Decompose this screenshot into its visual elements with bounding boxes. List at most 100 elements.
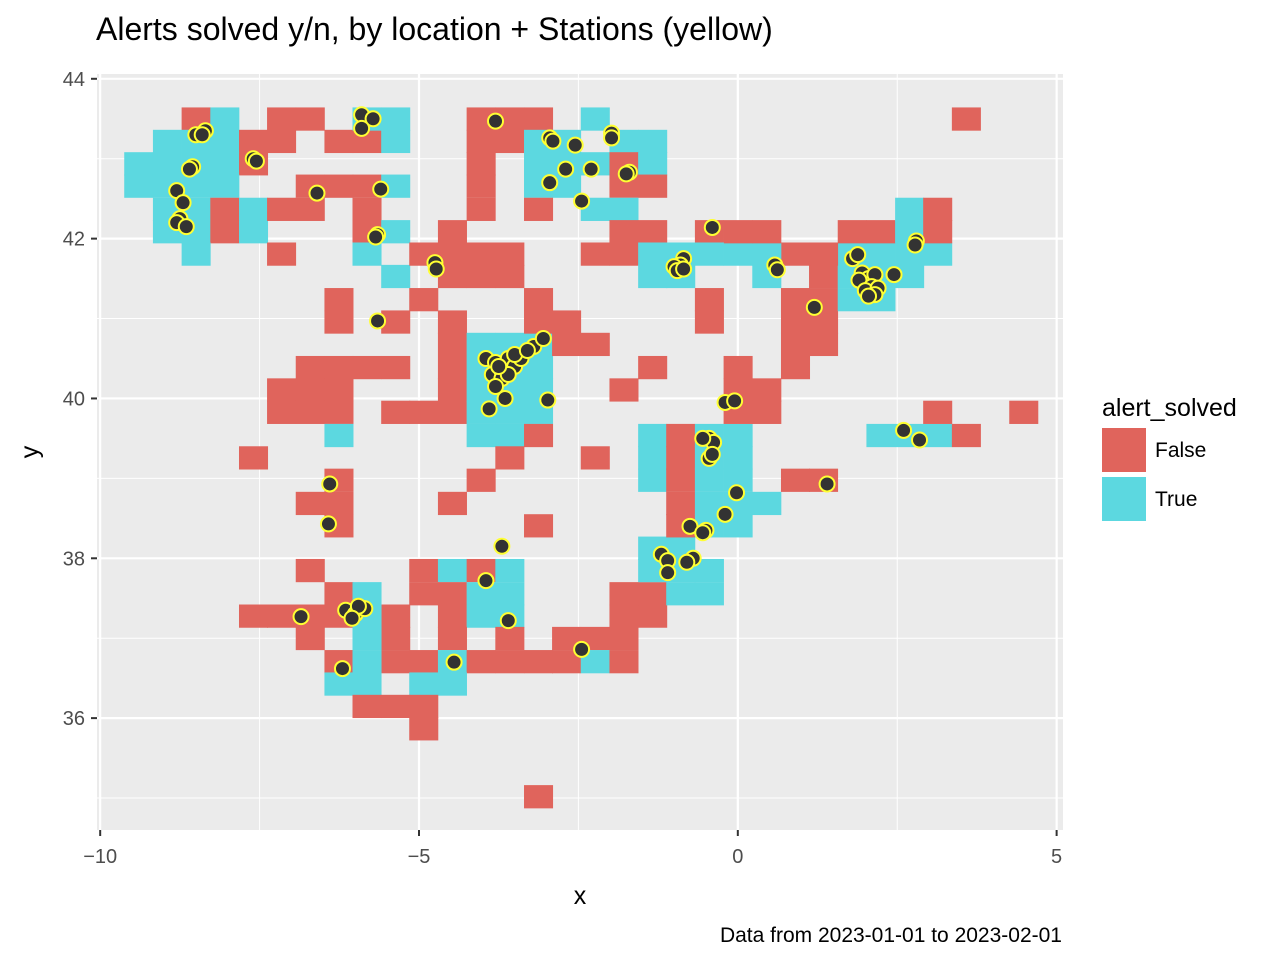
tile-solved bbox=[181, 174, 211, 198]
tile-solved bbox=[524, 355, 554, 380]
tile-unsolved bbox=[524, 310, 554, 334]
tile-unsolved bbox=[295, 400, 325, 424]
y-tick-label: 38 bbox=[63, 548, 85, 570]
tile-unsolved bbox=[495, 242, 525, 266]
tile-unsolved bbox=[638, 604, 668, 628]
station-point bbox=[716, 505, 734, 523]
tile-solved bbox=[324, 423, 354, 448]
tile-unsolved bbox=[609, 378, 639, 402]
tile-unsolved bbox=[324, 310, 354, 334]
tile-solved bbox=[352, 626, 382, 651]
tile-solved bbox=[437, 558, 467, 583]
tile-unsolved bbox=[381, 694, 411, 719]
tile-unsolved bbox=[666, 468, 696, 492]
tile-solved bbox=[638, 423, 668, 448]
tile-unsolved bbox=[780, 310, 811, 334]
tile-unsolved bbox=[552, 626, 582, 651]
tile-solved bbox=[238, 197, 269, 221]
station-point bbox=[573, 640, 591, 658]
x-axis: −10 −5 0 5 bbox=[83, 830, 1062, 868]
tile-unsolved bbox=[324, 378, 354, 402]
tile-solved bbox=[437, 672, 467, 696]
tile-unsolved bbox=[809, 310, 839, 334]
tile-unsolved bbox=[295, 197, 325, 221]
tile-unsolved bbox=[866, 220, 896, 244]
tile-unsolved bbox=[381, 355, 411, 380]
tile-unsolved bbox=[466, 242, 496, 266]
station-point bbox=[333, 660, 351, 678]
station-point bbox=[659, 564, 677, 582]
tile-unsolved bbox=[324, 491, 354, 516]
tile-unsolved bbox=[609, 650, 639, 674]
tile-unsolved bbox=[295, 558, 325, 583]
tile-unsolved bbox=[437, 582, 467, 606]
station-point bbox=[557, 160, 575, 178]
tile-solved bbox=[866, 423, 896, 448]
station-point bbox=[427, 260, 445, 278]
tile-solved bbox=[638, 264, 668, 289]
tile-unsolved bbox=[210, 220, 240, 244]
chart-title: Alerts solved y/n, by location + Station… bbox=[96, 11, 773, 47]
station-point bbox=[321, 475, 339, 493]
x-tick-label: 0 bbox=[732, 846, 743, 868]
station-point bbox=[487, 377, 505, 395]
tile-solved bbox=[524, 152, 554, 176]
station-point bbox=[174, 194, 192, 212]
tile-solved bbox=[694, 491, 724, 516]
tile-unsolved bbox=[609, 626, 639, 651]
station-point bbox=[369, 312, 387, 330]
station-point bbox=[895, 421, 913, 439]
tile-unsolved bbox=[780, 468, 811, 492]
tile-unsolved bbox=[524, 107, 554, 131]
tile-unsolved bbox=[923, 220, 953, 244]
x-tick-label: 5 bbox=[1051, 846, 1062, 868]
tile-unsolved bbox=[267, 604, 297, 628]
tile-unsolved bbox=[437, 310, 467, 334]
tile-solved bbox=[152, 129, 182, 154]
tile-solved bbox=[638, 468, 668, 492]
tile-unsolved bbox=[437, 355, 467, 380]
tile-solved bbox=[210, 107, 240, 131]
tile-unsolved bbox=[324, 582, 354, 606]
tile-unsolved bbox=[437, 400, 467, 424]
y-axis-title: y bbox=[16, 445, 44, 458]
station-point bbox=[805, 298, 823, 316]
station-point bbox=[885, 266, 903, 284]
station-point bbox=[728, 484, 746, 502]
tile-unsolved bbox=[638, 582, 668, 606]
station-point bbox=[675, 260, 693, 278]
tile-unsolved bbox=[324, 174, 354, 198]
tile-unsolved bbox=[638, 355, 668, 380]
tile-unsolved bbox=[409, 288, 439, 312]
tile-unsolved bbox=[638, 174, 668, 198]
tile-unsolved bbox=[809, 332, 839, 357]
station-point bbox=[308, 184, 326, 202]
tile-unsolved bbox=[409, 582, 439, 606]
tile-unsolved bbox=[381, 604, 411, 628]
tile-unsolved bbox=[524, 423, 554, 448]
tile-solved bbox=[466, 332, 496, 357]
tile-unsolved bbox=[524, 785, 554, 809]
station-point bbox=[694, 524, 712, 542]
station-point bbox=[319, 515, 337, 533]
tile-unsolved bbox=[580, 242, 610, 266]
tile-unsolved bbox=[524, 288, 554, 312]
station-point bbox=[353, 119, 371, 137]
tile-unsolved bbox=[752, 400, 782, 424]
tile-unsolved bbox=[295, 107, 325, 131]
tile-solved bbox=[495, 423, 525, 448]
legend-key-true bbox=[1102, 477, 1146, 521]
tile-unsolved bbox=[437, 378, 467, 402]
station-point bbox=[703, 218, 721, 236]
tile-unsolved bbox=[381, 310, 411, 334]
tile-unsolved bbox=[466, 264, 496, 289]
tile-solved bbox=[466, 604, 496, 628]
tile-unsolved bbox=[780, 288, 811, 312]
tile-solved bbox=[638, 446, 668, 470]
station-point bbox=[247, 152, 265, 170]
tile-unsolved bbox=[723, 220, 753, 244]
tile-unsolved bbox=[780, 332, 811, 357]
y-axis: 36 38 40 42 44 bbox=[63, 69, 97, 730]
tile-solved bbox=[666, 582, 696, 606]
station-point bbox=[292, 608, 310, 626]
